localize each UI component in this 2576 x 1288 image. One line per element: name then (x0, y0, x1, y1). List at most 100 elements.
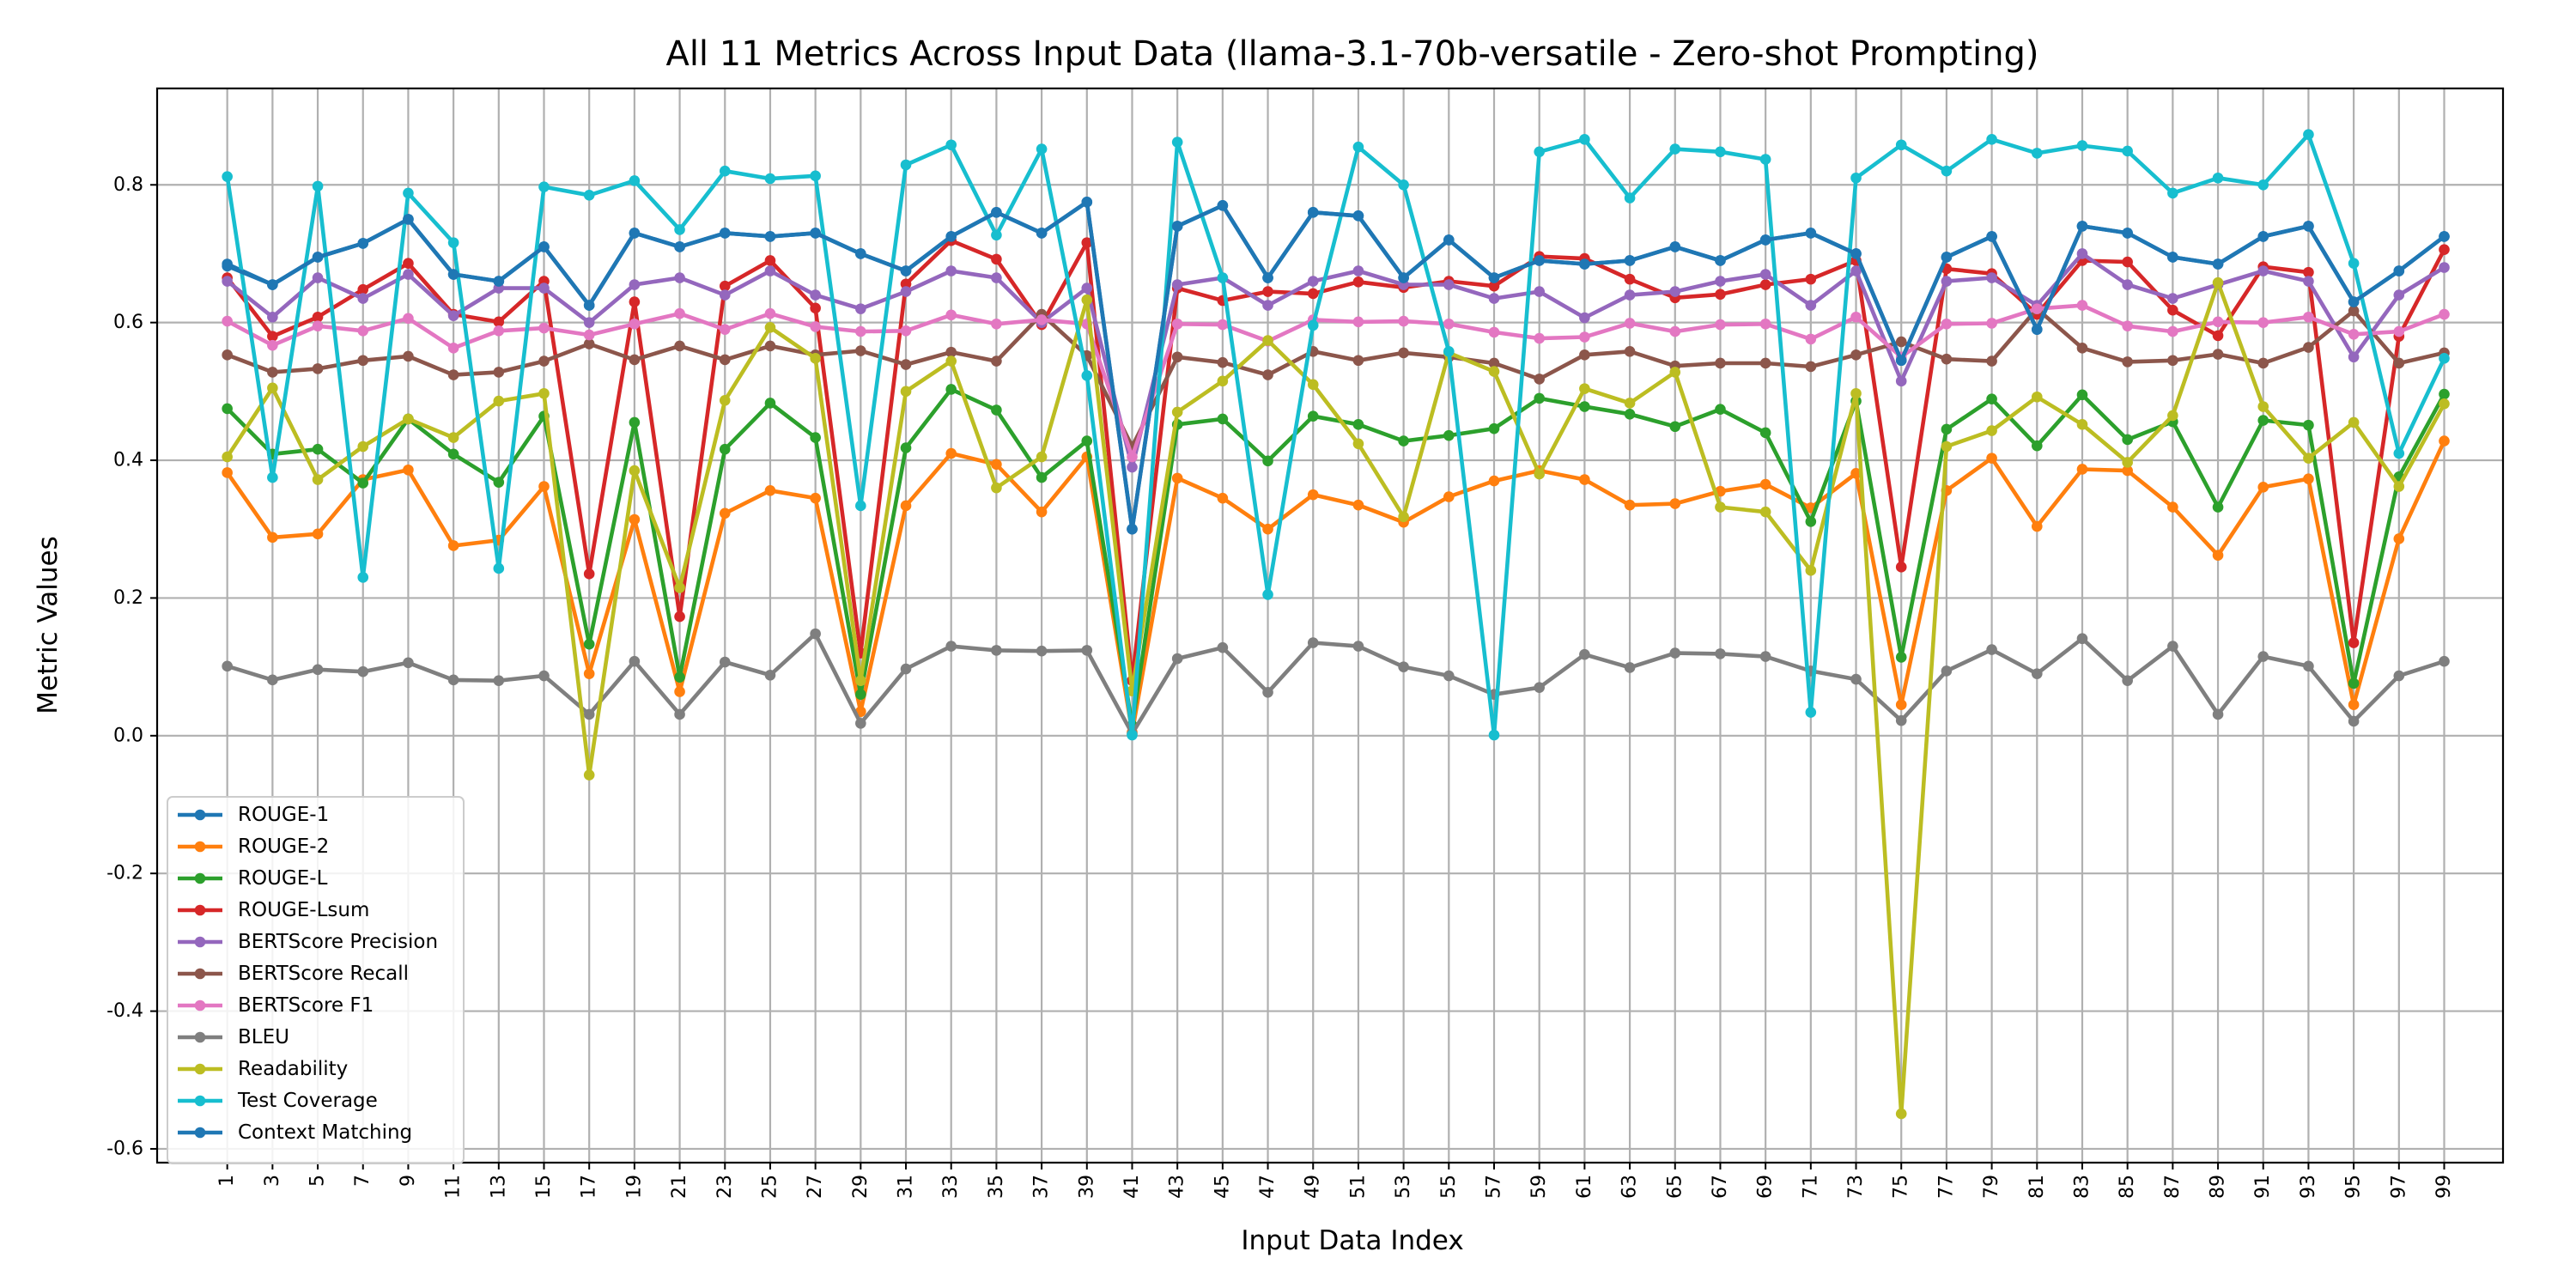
x-tick-label: 7 (352, 1175, 374, 1187)
data-point-readability (1262, 335, 1273, 346)
data-point-rouge-l (1217, 413, 1229, 425)
data-point-bertscore-f1 (2122, 320, 2133, 331)
data-point-rouge-lsum (1081, 237, 1093, 248)
x-tick-label: 1 (216, 1175, 238, 1187)
data-point-bertscore-f1 (1398, 315, 1409, 327)
data-point-rouge-l (900, 442, 912, 453)
data-point-readability (1986, 425, 1997, 436)
data-point-readability (1805, 565, 1817, 576)
data-point-bertscore-f1 (2076, 300, 2088, 311)
data-point-readability (900, 386, 912, 398)
data-point-bertscore-recall (1986, 355, 1997, 367)
data-point-bertscore-f1 (1850, 311, 1862, 323)
axis-ticks: 1 3 5 7 9 11 13 15 17 19 21 23 25 27 29 31 33 35 37 39 41 43 4… (106, 174, 2455, 1199)
data-point-context-matching (1941, 252, 1953, 263)
data-point-bertscore-f1 (855, 325, 866, 337)
data-point-rouge-l (1669, 421, 1681, 433)
data-point-bleu (583, 708, 595, 720)
data-point-bertscore-precision (2439, 262, 2450, 273)
data-point-bertscore-f1 (1624, 318, 1636, 329)
y-tick-label: -0.4 (106, 1000, 143, 1022)
data-point-bertscore-recall (1715, 357, 1726, 369)
x-tick-label: 65 (1664, 1175, 1686, 1199)
data-point-bertscore-precision (583, 317, 595, 328)
data-point-test-coverage (2393, 447, 2405, 459)
data-point-bertscore-f1 (764, 307, 776, 319)
data-point-readability (2393, 481, 2405, 492)
data-point-test-coverage (1081, 370, 1093, 381)
data-point-rouge-lsum (2167, 304, 2178, 316)
data-point-context-matching (312, 252, 324, 263)
data-point-rouge-2 (538, 481, 550, 492)
legend-marker-context-matching (194, 1127, 206, 1139)
data-point-bertscore-recall (1850, 349, 1862, 361)
data-point-context-matching (900, 265, 912, 276)
data-point-bertscore-recall (1759, 357, 1771, 369)
data-point-rouge-lsum (900, 278, 912, 290)
data-point-bleu (538, 670, 550, 682)
data-point-rouge-2 (2348, 699, 2360, 711)
data-point-rouge-2 (1986, 453, 1997, 464)
data-point-test-coverage (945, 139, 957, 151)
data-point-bertscore-recall (357, 355, 369, 367)
data-point-test-coverage (447, 237, 459, 248)
x-tick-label: 3 (262, 1175, 283, 1187)
data-point-context-matching (1715, 255, 1726, 266)
data-point-bleu (2303, 660, 2314, 672)
data-point-context-matching (538, 241, 550, 252)
data-point-rouge-2 (1443, 491, 1455, 502)
data-point-rouge-2 (1352, 499, 1364, 511)
data-point-bertscore-recall (1579, 349, 1590, 361)
data-point-readability (2031, 391, 2043, 403)
data-point-bertscore-recall (1217, 356, 1229, 368)
data-point-bleu (855, 718, 866, 729)
data-point-bertscore-f1 (1352, 316, 1364, 328)
x-tick-label: 47 (1257, 1175, 1279, 1199)
data-point-bleu (267, 674, 278, 686)
data-point-rouge-2 (810, 492, 821, 504)
legend-label-bertscore-f1: BERTScore F1 (238, 994, 374, 1017)
data-point-readability (493, 395, 505, 407)
data-point-rouge-l (1307, 410, 1319, 422)
data-point-context-matching (1669, 241, 1681, 252)
x-tick-label: 75 (1891, 1175, 1912, 1199)
data-point-bleu (1715, 648, 1726, 659)
data-point-context-matching (674, 241, 685, 252)
data-point-rouge-lsum (719, 280, 731, 292)
legend-label-context-matching: Context Matching (238, 1121, 412, 1144)
data-point-rouge-2 (1262, 523, 1273, 535)
data-point-readability (1850, 387, 1862, 399)
data-point-bertscore-recall (2393, 357, 2405, 369)
legend-label-rouge-2: ROUGE-2 (238, 835, 329, 858)
data-point-rouge-2 (674, 686, 685, 697)
data-point-bertscore-f1 (538, 322, 550, 334)
data-point-context-matching (1171, 221, 1183, 232)
data-point-rouge-2 (1171, 472, 1183, 484)
data-point-test-coverage (2076, 140, 2088, 151)
data-point-context-matching (1036, 228, 1048, 239)
data-point-test-coverage (1488, 729, 1500, 741)
data-point-bertscore-precision (1488, 293, 1500, 304)
data-point-bertscore-precision (2167, 293, 2178, 304)
data-point-readability (2257, 401, 2269, 412)
data-point-rouge-lsum (2303, 266, 2314, 278)
data-point-bertscore-f1 (1715, 319, 1726, 331)
data-point-context-matching (1759, 234, 1771, 246)
data-point-bertscore-precision (1624, 289, 1636, 301)
data-point-rouge-2 (1579, 474, 1590, 485)
data-point-readability (1217, 375, 1229, 387)
data-point-readability (1534, 468, 1545, 480)
data-point-rouge-2 (2257, 482, 2269, 493)
data-point-bertscore-f1 (2212, 316, 2224, 328)
data-point-rouge-2 (991, 459, 1002, 471)
data-point-context-matching (1307, 207, 1319, 218)
data-point-test-coverage (2303, 129, 2314, 141)
data-point-rouge-l (222, 403, 233, 415)
data-point-rouge-l (855, 689, 866, 700)
series-line-test-coverage (225, 132, 2446, 738)
data-point-bleu (900, 663, 912, 675)
data-point-rouge-lsum (1488, 280, 1500, 292)
data-point-readability (1941, 440, 1953, 453)
data-point-context-matching (2076, 221, 2088, 232)
data-point-bertscore-f1 (2393, 325, 2405, 337)
